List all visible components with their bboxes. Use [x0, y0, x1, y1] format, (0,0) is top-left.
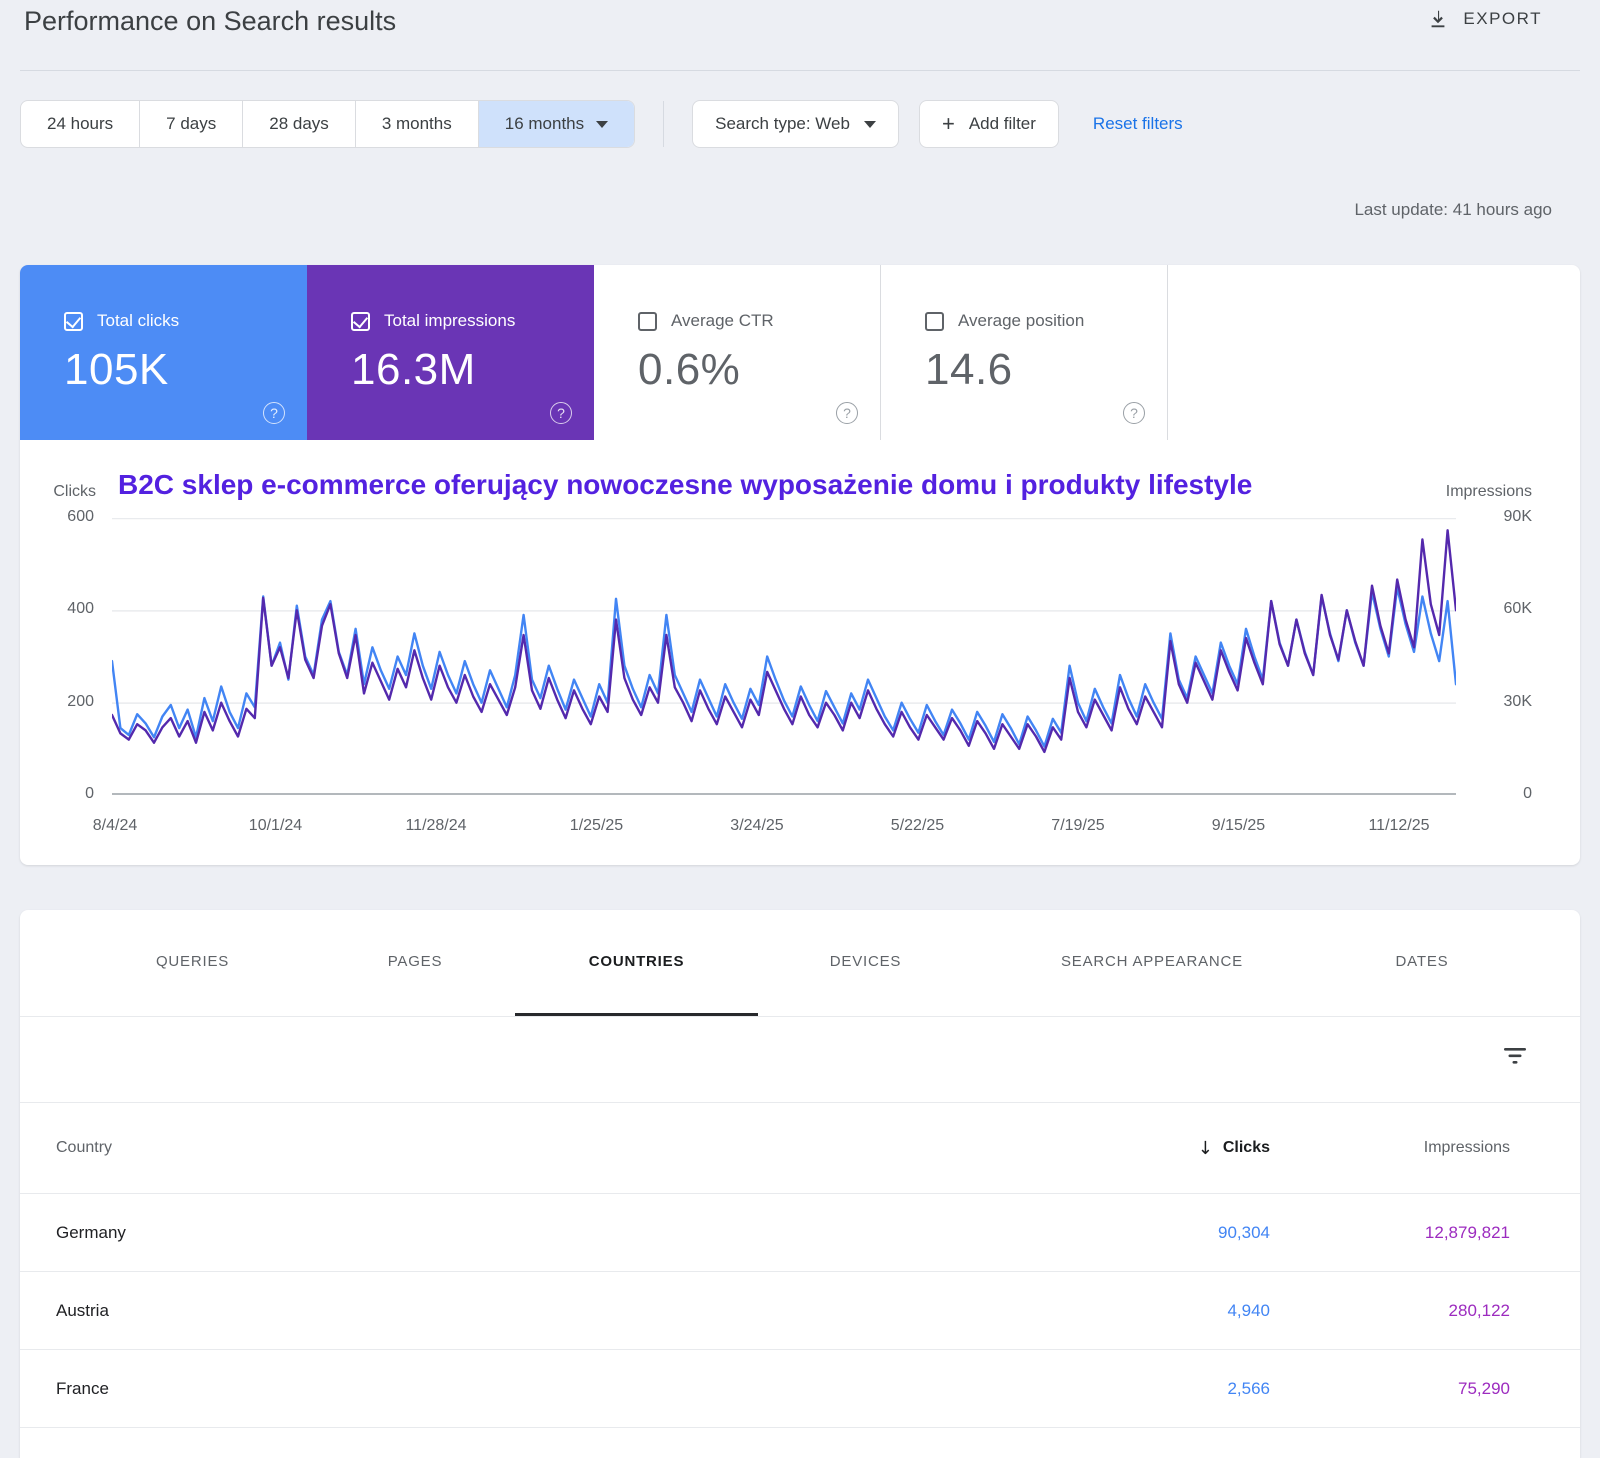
- search-type-dropdown[interactable]: Search type: Web: [692, 100, 899, 148]
- x-tick-label: 10/1/24: [248, 817, 303, 834]
- total-clicks-label: Total clicks: [97, 311, 180, 330]
- left-tick-600: 600: [67, 508, 94, 525]
- total-clicks-card[interactable]: Total clicks 105K ?: [20, 265, 307, 440]
- range-3-months[interactable]: 3 months: [356, 101, 479, 147]
- total-impressions-card[interactable]: Total impressions 16.3M ?: [307, 265, 594, 440]
- table-toolbar: [20, 1017, 1580, 1103]
- impressions-cell: 12,879,821: [1424, 1222, 1510, 1242]
- help-icon[interactable]: ?: [550, 402, 572, 424]
- chart-svg: [110, 517, 1458, 795]
- performance-line-chart[interactable]: [110, 517, 1458, 795]
- left-tick-200: 200: [67, 693, 94, 710]
- chevron-down-icon: [863, 120, 876, 128]
- sort-desc-arrow-icon: ↓: [1197, 1137, 1213, 1159]
- total-impressions-value: 16.3M: [351, 345, 476, 394]
- x-tick-label: 9/15/25: [1211, 817, 1266, 834]
- column-header-impressions[interactable]: Impressions: [1423, 1139, 1510, 1156]
- help-icon[interactable]: ?: [263, 402, 285, 424]
- export-button[interactable]: EXPORT: [1427, 8, 1542, 30]
- range-7-days[interactable]: 7 days: [140, 101, 244, 147]
- plus-icon: +: [941, 111, 955, 136]
- table-row[interactable]: Germany 90,304 12,879,821: [20, 1194, 1580, 1272]
- date-range-control: 24 hours 7 days 28 days 3 months 16 mont…: [20, 100, 636, 148]
- right-tick-60k: 60K: [1503, 600, 1532, 617]
- column-header-clicks-sorted[interactable]: ↓ Clicks: [970, 1138, 1270, 1159]
- range-24-hours[interactable]: 24 hours: [21, 101, 141, 147]
- left-tick-0: 0: [85, 785, 94, 802]
- impressions-cell: 280,122: [1448, 1300, 1510, 1320]
- table-header-row: Country ↓ Clicks Impressions: [20, 1103, 1580, 1194]
- x-tick-label: 7/19/25: [1051, 817, 1105, 834]
- tab-search-appearance[interactable]: SEARCH APPEARANCE: [1061, 953, 1243, 970]
- chevron-down-icon: [596, 120, 609, 128]
- x-tick-label: 11/28/24: [405, 817, 467, 834]
- impressions-cell: 75,290: [1458, 1378, 1510, 1398]
- filter-funnel-icon[interactable]: [1502, 1045, 1528, 1072]
- clicks-cell: 4,940: [1227, 1300, 1270, 1320]
- country-cell: Germany: [56, 1222, 126, 1242]
- dimension-tabs: QUERIES PAGES COUNTRIES DEVICES SEARCH A…: [20, 910, 1580, 1017]
- x-tick-label: 1/25/25: [569, 817, 624, 834]
- right-tick-0: 0: [1523, 785, 1532, 802]
- average-position-value: 14.6: [925, 345, 1013, 394]
- filter-bar: 24 hours 7 days 28 days 3 months 16 mont…: [20, 100, 1183, 148]
- x-tick-label: 11/12/25: [1368, 817, 1430, 834]
- checkbox-checked-icon[interactable]: [64, 311, 83, 331]
- x-tick-label: 5/22/25: [890, 817, 945, 834]
- chart-annotation-title: B2C sklep e-commerce oferujący nowoczesn…: [118, 469, 1253, 500]
- add-filter-button[interactable]: + Add filter: [918, 100, 1059, 148]
- checkbox-unchecked-icon[interactable]: [638, 311, 657, 331]
- tab-dates[interactable]: DATES: [1395, 953, 1449, 970]
- download-icon: [1427, 8, 1449, 30]
- search-type-label: Search type: Web: [715, 114, 850, 133]
- average-position-label: Average position: [958, 311, 1085, 330]
- metric-cards: Total clicks 105K ? Total impressions 16…: [20, 265, 1580, 440]
- dimensions-panel: QUERIES PAGES COUNTRIES DEVICES SEARCH A…: [20, 910, 1580, 1458]
- clicks-cell: 90,304: [1218, 1222, 1270, 1242]
- tab-pages[interactable]: PAGES: [387, 953, 443, 970]
- help-icon[interactable]: ?: [836, 402, 858, 424]
- left-tick-400: 400: [67, 600, 94, 617]
- tab-devices[interactable]: DEVICES: [829, 953, 902, 970]
- average-ctr-value: 0.6%: [638, 345, 741, 394]
- range-16-months-selected[interactable]: 16 months: [478, 101, 635, 147]
- help-icon[interactable]: ?: [1123, 402, 1145, 424]
- last-update-text: Last update: 41 hours ago: [1354, 200, 1552, 219]
- performance-panel: Total clicks 105K ? Total impressions 16…: [20, 265, 1580, 865]
- export-label: EXPORT: [1463, 9, 1542, 28]
- add-filter-label: Add filter: [968, 114, 1036, 133]
- x-tick-label: 8/4/24: [92, 817, 138, 834]
- range-28-days[interactable]: 28 days: [243, 101, 356, 147]
- country-cell: Austria: [56, 1300, 109, 1320]
- right-tick-90k: 90K: [1503, 508, 1532, 525]
- average-ctr-label: Average CTR: [671, 311, 774, 330]
- page-title: Performance on Search results: [24, 6, 397, 36]
- clicks-header-label: Clicks: [1222, 1139, 1270, 1156]
- country-cell: France: [56, 1378, 109, 1398]
- reset-filters-link[interactable]: Reset filters: [1092, 114, 1183, 133]
- right-axis-title: Impressions: [1445, 483, 1532, 500]
- checkbox-checked-icon[interactable]: [351, 311, 370, 331]
- clicks-cell: 2,566: [1227, 1378, 1270, 1398]
- total-clicks-value: 105K: [64, 345, 169, 394]
- range-16-months-label: 16 months: [504, 114, 585, 133]
- x-tick-label: 3/24/25: [730, 817, 784, 834]
- filter-divider: [663, 101, 665, 147]
- checkbox-unchecked-icon[interactable]: [925, 311, 944, 331]
- left-axis-title: Clicks: [53, 483, 96, 500]
- average-ctr-card[interactable]: Average CTR 0.6% ?: [594, 265, 881, 440]
- table-row[interactable]: Austria 4,940 280,122: [20, 1272, 1580, 1350]
- tab-queries[interactable]: QUERIES: [155, 953, 230, 970]
- table-row[interactable]: France 2,566 75,290: [20, 1350, 1580, 1428]
- right-tick-30k: 30K: [1503, 693, 1532, 710]
- tab-countries[interactable]: COUNTRIES: [515, 910, 758, 1016]
- x-axis-labels: 8/4/24 10/1/24 11/28/24 1/25/25 3/24/25 5/22/…: [93, 817, 1456, 843]
- total-impressions-label: Total impressions: [384, 311, 516, 330]
- header-divider: [20, 70, 1580, 71]
- column-header-country[interactable]: Country: [56, 1139, 113, 1156]
- average-position-card[interactable]: Average position 14.6 ?: [881, 265, 1168, 440]
